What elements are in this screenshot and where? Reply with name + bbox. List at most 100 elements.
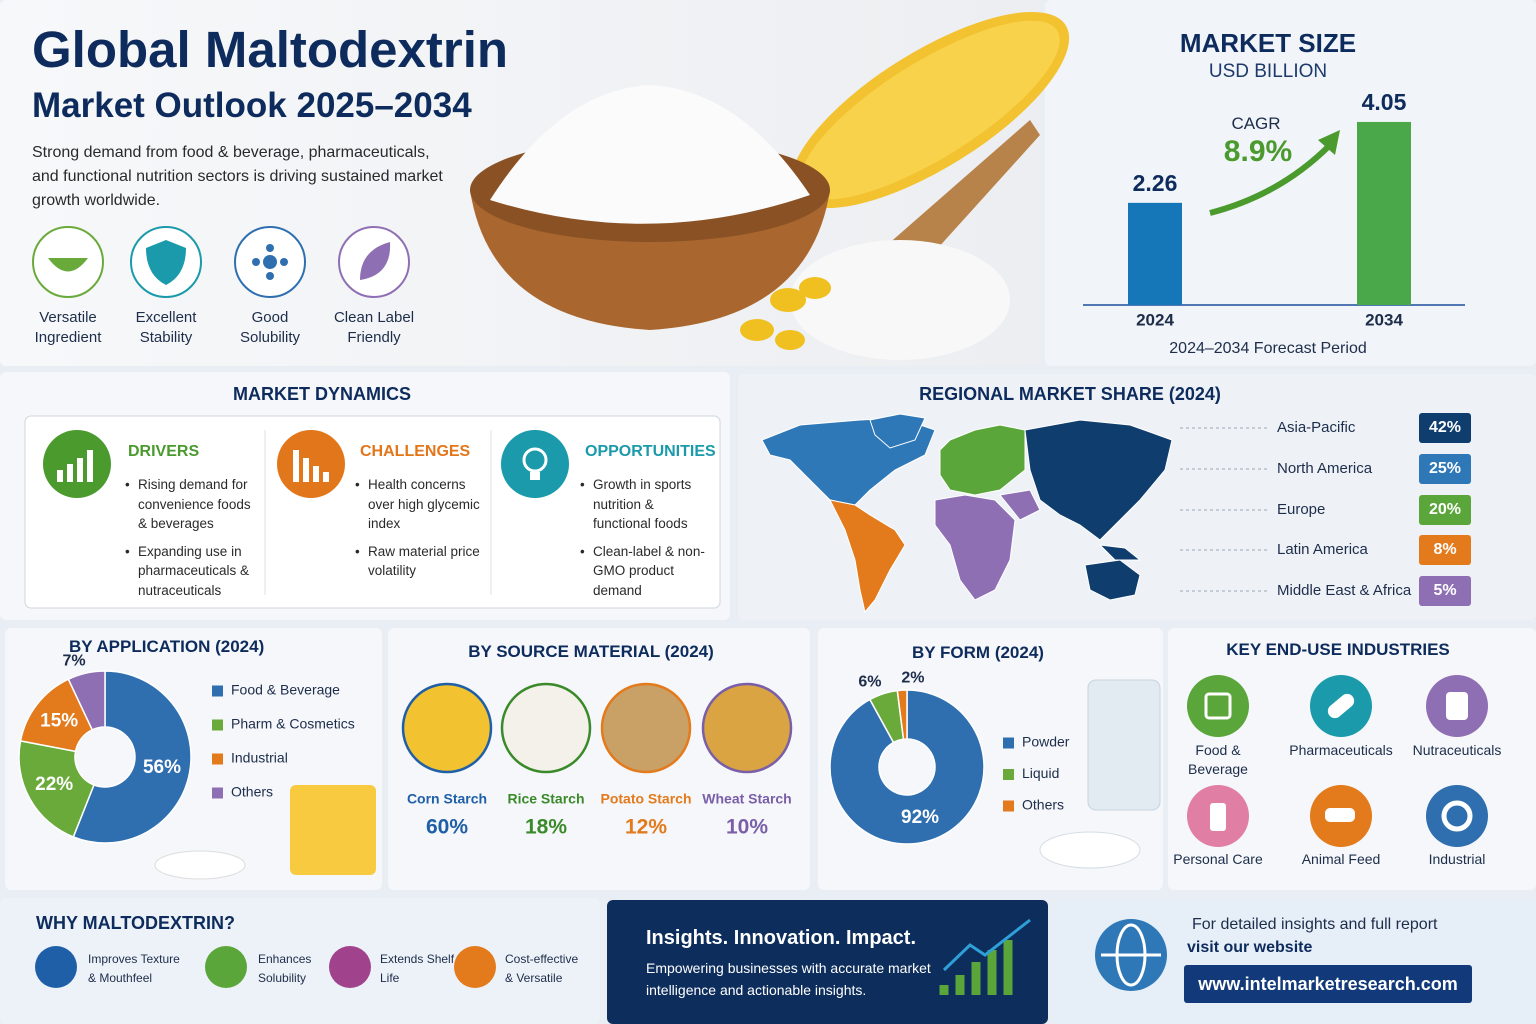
- regional-title: REGIONAL MARKET SHARE (2024): [919, 384, 1221, 404]
- list-item: Health concerns over high glycemic index: [355, 475, 483, 534]
- why-item: Cost-effective & Versatile: [505, 952, 579, 985]
- slice-label: 2%: [901, 669, 924, 686]
- industry-glyph: [1325, 808, 1355, 822]
- map-region: [1084, 559, 1141, 601]
- industry-label: Animal Feed: [1301, 851, 1381, 867]
- legend-label: Pharm & Cosmetics: [231, 716, 355, 732]
- feature-glyph: [266, 272, 274, 280]
- cta-text: For detailed insights and full report: [1192, 916, 1438, 933]
- source-image: [401, 682, 493, 774]
- why-icon: [329, 946, 371, 988]
- region-label: Middle East & Africa: [1277, 582, 1412, 599]
- industry-label: Pharmaceuticals: [1289, 742, 1393, 758]
- dynamics-title: MARKET DYNAMICS: [233, 384, 411, 404]
- source-name: Potato Starch: [600, 791, 691, 807]
- column-list: Health concerns over high glycemic index…: [355, 475, 483, 589]
- feature-glyph: [266, 244, 274, 252]
- legend-swatch: [1003, 769, 1014, 780]
- industries-panel: [1168, 628, 1536, 890]
- map-region: [934, 494, 1016, 601]
- value-label: 4.05: [1362, 89, 1407, 115]
- source-name: Rice Starch: [507, 791, 584, 807]
- feature-glyph: [280, 258, 288, 266]
- share-label: 42%: [1429, 419, 1461, 436]
- insights-text: Empowering businesses with accurate mark…: [646, 960, 931, 998]
- x-tick-label: 2034: [1365, 310, 1403, 329]
- industry-label: Food & Beverage: [1188, 742, 1248, 777]
- source-value: 60%: [426, 816, 468, 839]
- challenges-glyph: [293, 450, 329, 482]
- map-region: [829, 499, 906, 614]
- donut-slice: [67, 670, 106, 731]
- bar: [1357, 121, 1411, 305]
- map-region: [1098, 544, 1142, 561]
- map-region: [1024, 419, 1173, 541]
- why-title: WHY MALTODEXTRIN?: [36, 913, 235, 933]
- feature-label: Good Solubility: [239, 309, 301, 346]
- why-item: Extends Shelf Life: [380, 952, 455, 985]
- feature-glyph: [360, 242, 391, 280]
- industry-glyph: [1327, 693, 1355, 719]
- market-size-subtitle: USD BILLION: [1208, 61, 1328, 82]
- legend-swatch: [1003, 800, 1014, 812]
- kernel: [799, 277, 831, 299]
- feature-label: Clean Label Friendly: [333, 309, 415, 346]
- powder-pile: [790, 240, 1010, 360]
- legend-swatch: [212, 685, 223, 697]
- legend-swatch: [1003, 737, 1014, 749]
- map-region: [939, 424, 1026, 496]
- description: Strong demand from food & beverage, phar…: [32, 144, 443, 209]
- feature-glyph: [252, 258, 260, 266]
- column-title: CHALLENGES: [360, 443, 471, 460]
- source-image: [600, 682, 692, 774]
- juice-glass: [290, 785, 376, 875]
- column-list: Rising demand for convenience foods & be…: [125, 475, 253, 608]
- powder-dish: [154, 850, 246, 880]
- feature-glyph: [146, 240, 186, 285]
- url-button[interactable]: [1184, 965, 1472, 1003]
- cta-link-text: visit our website: [1187, 939, 1313, 956]
- form-title: BY FORM (2024): [912, 643, 1044, 662]
- why-item: Enhances Solubility: [258, 952, 312, 985]
- region-label: North America: [1277, 460, 1373, 477]
- share-label: 20%: [1429, 501, 1461, 518]
- source-name: Wheat Starch: [702, 791, 791, 807]
- feature-glyph: [48, 258, 88, 272]
- corn-kernels: [800, 20, 1060, 200]
- legend-label: Liquid: [1022, 765, 1059, 781]
- opportunities-icon: [501, 430, 569, 498]
- list-item: Rising demand for convenience foods & be…: [125, 475, 253, 534]
- feature-label: Versatile Ingredient: [34, 309, 102, 346]
- value-label: 2.26: [1133, 170, 1178, 196]
- cagr-arrowhead: [1318, 130, 1340, 155]
- industry-glyph: [1204, 692, 1232, 720]
- feature-label: Excellent Stability: [135, 309, 197, 346]
- tagline: Insights. Innovation. Impact.: [646, 927, 917, 949]
- application-title: BY APPLICATION (2024): [69, 637, 265, 656]
- industry-glyph: [1441, 800, 1473, 832]
- industry-label: Nutraceuticals: [1412, 742, 1502, 758]
- insights-glyph: [939, 940, 1013, 995]
- industry-glyph: [1210, 803, 1226, 831]
- opportunities-glyph: [522, 447, 548, 473]
- why-icon: [454, 946, 496, 988]
- insights-glyph: [942, 918, 1031, 972]
- subtitle: Market Outlook 2025–2034: [32, 86, 472, 125]
- share-badge: [1419, 576, 1471, 606]
- industry-icon: [1187, 675, 1249, 737]
- legend-swatch: [212, 753, 223, 765]
- bar: [1128, 202, 1182, 305]
- drivers-glyph: [57, 450, 93, 482]
- column-title: DRIVERS: [128, 443, 200, 460]
- industry-icon: [1426, 785, 1488, 847]
- url[interactable]: www.intelmarketresearch.com: [1198, 974, 1458, 994]
- slice-label: 15%: [40, 710, 78, 731]
- share-label: 5%: [1433, 582, 1456, 599]
- slice-label: 7%: [62, 653, 85, 670]
- kernel: [770, 288, 806, 312]
- slice-label: 92%: [901, 807, 939, 828]
- beaker: [1087, 679, 1161, 811]
- source-image: [500, 682, 592, 774]
